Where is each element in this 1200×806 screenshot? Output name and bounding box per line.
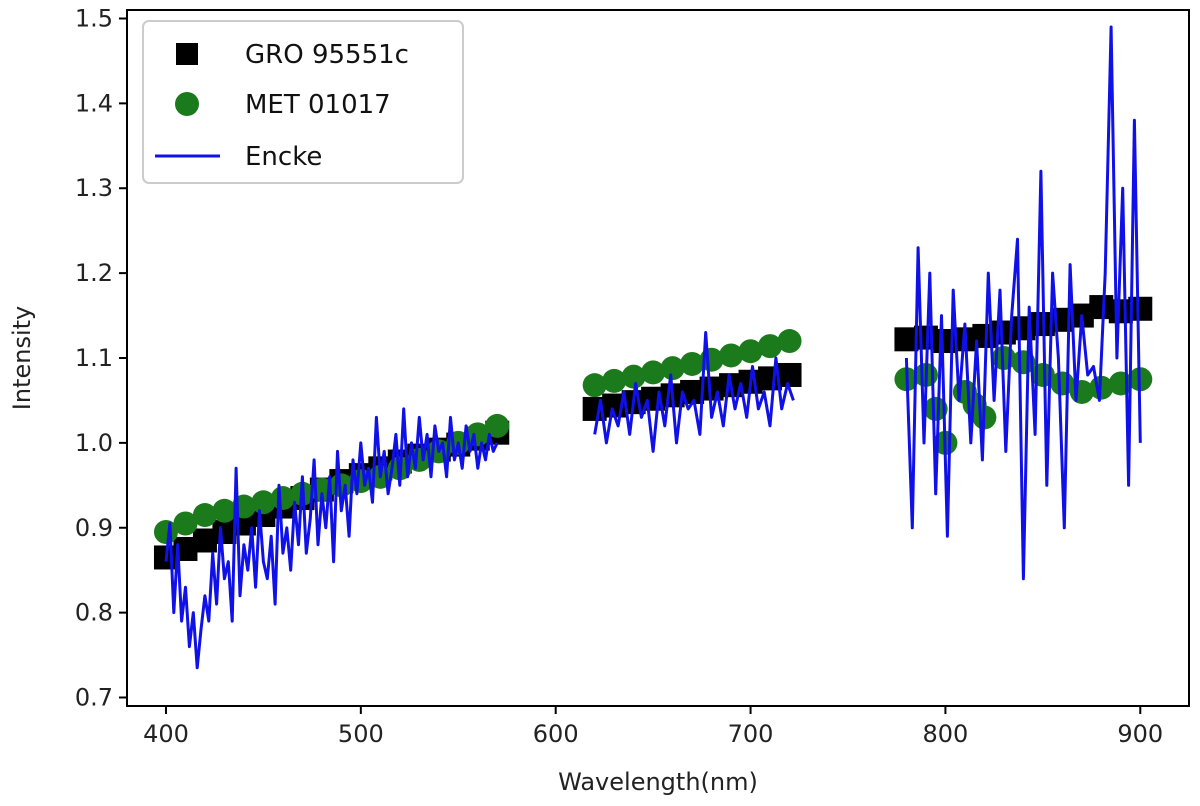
y-tick-label: 1.2	[75, 259, 113, 287]
met-01017-point	[602, 368, 627, 393]
y-tick-label: 1.4	[75, 89, 113, 117]
met-01017-point	[621, 364, 646, 389]
encke-line-segment	[164, 407, 499, 670]
met-01017-point	[212, 498, 237, 523]
y-tick-label: 1.1	[75, 344, 113, 372]
met-01017-point	[251, 490, 276, 515]
y-axis-label: Intensity	[8, 306, 36, 410]
met-01017-point	[777, 329, 802, 354]
encke-line-segment	[904, 25, 1142, 581]
y-tick-label: 1.5	[75, 4, 113, 32]
met-01017-point	[738, 339, 763, 364]
met-01017-point	[719, 343, 744, 368]
y-tick-label: 0.8	[75, 599, 113, 627]
gro-95551c-point	[777, 362, 802, 387]
y-tick-label: 1.0	[75, 429, 113, 457]
met-01017-point	[680, 351, 705, 376]
legend-label-series-2: MET 01017	[245, 90, 391, 120]
met-01017-point	[660, 356, 685, 381]
encke-line-segment	[593, 331, 795, 453]
x-tick-label: 800	[923, 720, 969, 748]
x-tick-label: 700	[728, 720, 774, 748]
y-tick-label: 0.7	[75, 684, 113, 712]
met-01017-point	[758, 334, 783, 359]
legend-label-series-1: GRO 95551c	[245, 40, 409, 70]
met-01017-point	[641, 360, 666, 385]
met-01017-point	[923, 396, 948, 421]
met-01017-point	[192, 503, 217, 528]
x-axis-label: Wavelength(nm)	[558, 768, 758, 796]
series-layer	[153, 25, 1153, 670]
legend-marker-square	[176, 43, 198, 65]
legend-label-series-3: Encke	[245, 142, 322, 172]
met-01017-point	[173, 511, 198, 536]
y-tick-label: 1.3	[75, 174, 113, 202]
legend-marker-circle	[175, 92, 199, 116]
x-tick-label: 600	[533, 720, 579, 748]
met-01017-point	[485, 413, 510, 438]
x-tick-label: 500	[338, 720, 384, 748]
legend: GRO 95551c MET 01017 Encke	[142, 20, 464, 184]
axis-layer: 400 500 600 700 800 900 0.7 0.8 0.9 1.0 1.1 1.2 1.3 1…	[75, 4, 1163, 748]
x-tick-label: 400	[143, 720, 189, 748]
x-tick-label: 900	[1117, 720, 1163, 748]
legend-box	[142, 20, 464, 184]
met-01017-point	[582, 373, 607, 398]
y-tick-label: 0.9	[75, 514, 113, 542]
